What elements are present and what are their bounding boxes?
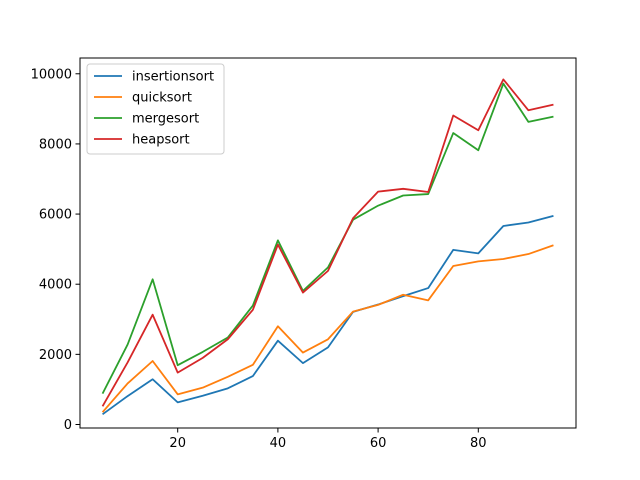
y-tick-label: 0 [64, 418, 72, 433]
x-tick-label: 40 [270, 436, 287, 451]
x-tick-label: 80 [470, 436, 487, 451]
y-tick-label: 2000 [39, 348, 72, 363]
series-line-quicksort [101, 244, 554, 413]
series-layer [101, 78, 554, 416]
series-line-heapsort [101, 78, 554, 407]
x-tick-label: 20 [169, 436, 186, 451]
legend-label-insertionsort: insertionsort [132, 70, 214, 85]
axes-frame [79, 57, 577, 429]
series-line-insertionsort [102, 214, 554, 416]
legend-label-mergesort: mergesort [132, 112, 199, 127]
legend-label-quicksort: quicksort [132, 91, 192, 106]
y-tick-label: 4000 [39, 278, 72, 293]
x-tick-label: 60 [370, 436, 387, 451]
axes-layer: 20 40 60 80 0 2000 4000 6000 8000 10000 [31, 57, 577, 451]
y-tick-label: 10000 [31, 67, 72, 82]
legend: insertionsort quicksort mergesort heapsort [86, 63, 225, 155]
y-tick-label: 6000 [39, 208, 72, 223]
y-tick-label: 8000 [39, 137, 72, 152]
legend-box [86, 63, 225, 155]
legend-label-heapsort: heapsort [132, 133, 190, 148]
series-line-mergesort [101, 82, 554, 395]
